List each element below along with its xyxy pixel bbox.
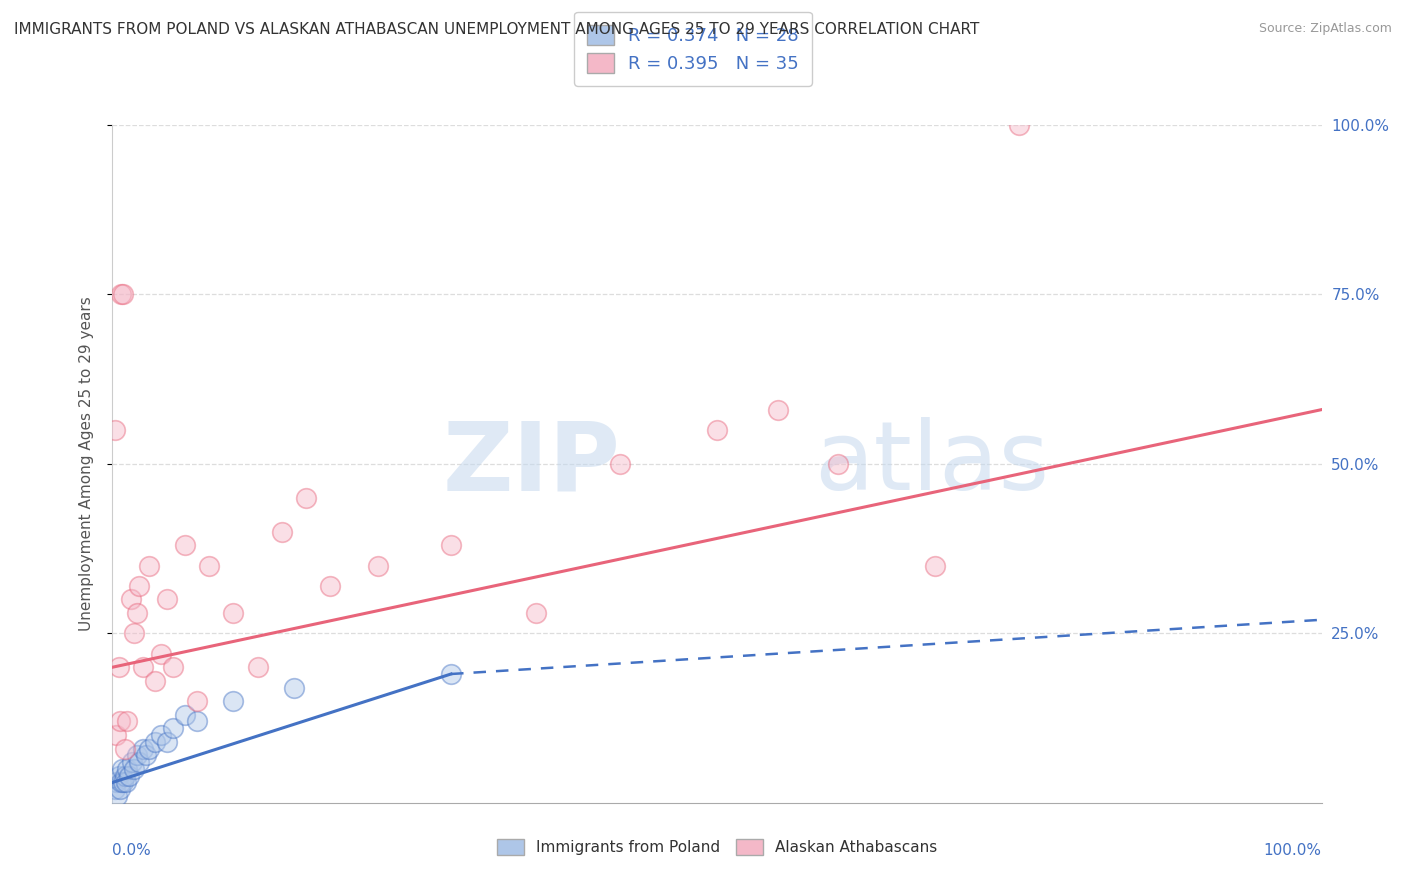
Point [149,647,172,661]
Point [105,728,128,742]
Point [118,769,141,783]
Point [114,775,136,789]
Point [524,606,547,620]
Point [162,721,184,735]
Point [143,735,166,749]
Point [198,558,221,573]
Point [114,741,136,756]
Point [295,491,318,505]
Text: IMMIGRANTS FROM POLAND VS ALASKAN ATHABASCAN UNEMPLOYMENT AMONG AGES 25 TO 29 YE: IMMIGRANTS FROM POLAND VS ALASKAN ATHABA… [14,22,980,37]
Point [110,287,132,301]
Point [440,538,463,552]
Point [827,457,849,471]
Point [186,694,208,708]
Point [270,524,292,539]
Point [706,423,728,437]
Point [110,775,132,789]
Point [112,775,135,789]
Point [766,402,789,417]
Point [115,762,138,776]
Point [149,728,172,742]
Legend: Immigrants from Poland, Alaskan Athabascans: Immigrants from Poland, Alaskan Athabasc… [489,831,945,863]
Point [108,782,131,797]
Point [132,741,155,756]
Point [115,714,138,729]
Text: Source: ZipAtlas.com: Source: ZipAtlas.com [1258,22,1392,36]
Point [112,287,135,301]
Text: 0.0%: 0.0% [112,844,152,858]
Point [186,714,208,729]
Point [111,762,134,776]
Text: atlas: atlas [814,417,1049,510]
Y-axis label: Unemployment Among Ages 25 to 29 years: Unemployment Among Ages 25 to 29 years [79,296,94,632]
Point [128,755,150,769]
Point [135,748,157,763]
Point [156,735,179,749]
Point [609,457,631,471]
Point [125,748,148,763]
Point [132,660,155,674]
Point [174,538,197,552]
Point [125,606,148,620]
Point [1008,118,1031,132]
Point [121,755,143,769]
Point [156,592,179,607]
Point [105,775,128,789]
Point [108,714,131,729]
Point [222,606,245,620]
Point [128,579,150,593]
Text: ZIP: ZIP [443,417,620,510]
Point [122,762,145,776]
Point [174,707,197,722]
Point [440,667,463,681]
Point [104,423,127,437]
Point [319,579,342,593]
Point [162,660,184,674]
Point [246,660,269,674]
Point [138,741,160,756]
Point [138,558,160,573]
Point [107,769,129,783]
Text: 100.0%: 100.0% [1264,844,1322,858]
Point [367,558,389,573]
Point [283,681,305,695]
Point [143,673,166,688]
Point [222,694,245,708]
Point [104,782,127,797]
Point [924,558,946,573]
Point [114,769,136,783]
Point [107,660,129,674]
Point [120,592,142,607]
Point [105,789,128,803]
Point [122,626,145,640]
